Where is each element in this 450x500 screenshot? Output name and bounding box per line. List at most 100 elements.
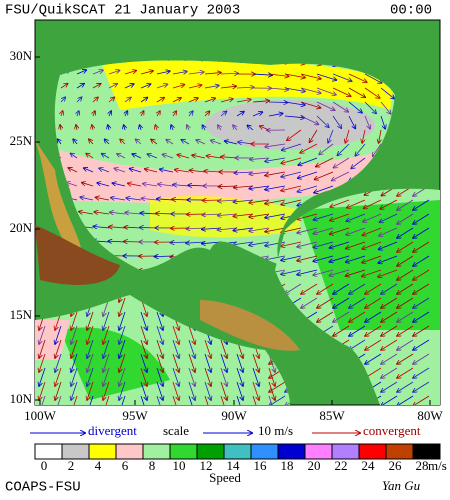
- color-swatch: [115, 443, 144, 460]
- wind-vector: [173, 185, 190, 186]
- wind-vector: [381, 339, 398, 350]
- wind-vector: [269, 381, 286, 392]
- wind-vector: [381, 353, 398, 364]
- wind-vector: [117, 154, 126, 159]
- speed-tick: 6: [122, 458, 129, 473]
- speed-tick: 14: [227, 458, 241, 473]
- wind-vector: [252, 367, 259, 386]
- lon-label: 100W: [24, 408, 57, 423]
- wind-vector: [378, 269, 398, 277]
- wind-vector: [381, 325, 398, 336]
- wind-vector: [249, 172, 270, 174]
- wind-vector: [249, 199, 270, 203]
- wind-vector: [297, 241, 318, 247]
- wind-vector: [298, 171, 318, 178]
- lon-label: 85W: [319, 408, 345, 423]
- credit: COAPS-FSU: [5, 480, 81, 496]
- wind-vector: [140, 395, 148, 405]
- wind-vector: [39, 367, 46, 386]
- wind-vector: [397, 395, 414, 405]
- wind-vector: [349, 325, 366, 336]
- speed-tick: 8: [149, 458, 156, 473]
- wind-vector: [89, 139, 94, 145]
- wind-vector: [76, 125, 77, 131]
- wind-vector: [39, 339, 46, 358]
- wind-vector: [309, 129, 318, 142]
- wind-vector: [204, 111, 210, 117]
- wind-vector: [365, 353, 382, 364]
- speed-tick: 16: [254, 458, 268, 473]
- wind-vector: [96, 197, 110, 200]
- wind-vector: [349, 297, 366, 308]
- wind-vector: [103, 381, 110, 400]
- wind-vector: [364, 101, 376, 113]
- wind-vector: [249, 227, 270, 231]
- color-swatch: [277, 443, 306, 460]
- wind-vector: [380, 87, 394, 99]
- wind-vector: [156, 213, 174, 214]
- wind-vector: [172, 339, 179, 358]
- wind-vector: [365, 339, 382, 350]
- wind-vector: [143, 184, 158, 186]
- speed-tick: 12: [200, 458, 213, 473]
- wind-vector: [147, 154, 158, 159]
- wind-vector: [160, 169, 174, 172]
- wind-vector: [220, 111, 227, 117]
- wind-vector: [319, 143, 334, 154]
- wind-vector: [204, 73, 221, 74]
- wind-vector: [380, 115, 385, 129]
- wind-vector: [297, 185, 318, 192]
- wind-vector: [220, 367, 227, 386]
- wind-vector: [413, 297, 430, 308]
- wind-vector: [315, 171, 334, 179]
- wind-vector: [236, 395, 244, 405]
- wind-vector: [252, 74, 272, 75]
- wind-vector: [71, 153, 78, 159]
- wind-vector: [188, 98, 198, 103]
- wind-vector: [413, 213, 430, 224]
- lon-label: 80W: [417, 408, 443, 423]
- wind-vector: [218, 125, 221, 131]
- wind-vector: [362, 129, 366, 143]
- wind-vector: [39, 353, 46, 372]
- wind-vector: [188, 367, 195, 386]
- wind-vector: [204, 367, 211, 386]
- wind-vector: [76, 97, 82, 103]
- wind-vector: [102, 395, 110, 405]
- wind-vector: [108, 125, 109, 131]
- wind-vector: [381, 311, 398, 322]
- wind-vector: [362, 227, 382, 235]
- wind-vector: [316, 157, 334, 167]
- wind-vector: [381, 395, 398, 405]
- wind-vector: [287, 129, 302, 140]
- wind-vector: [284, 73, 305, 78]
- wind-vector: [39, 381, 46, 400]
- wind-vector: [92, 125, 93, 131]
- wind-vector: [332, 115, 341, 128]
- wind-vector: [268, 102, 287, 103]
- wind-vector: [346, 241, 366, 249]
- wind-vector: [140, 71, 153, 75]
- wind-vector: [202, 125, 205, 131]
- convergent-label: convergent: [363, 423, 421, 438]
- unit: m/s: [428, 458, 447, 473]
- wind-vector: [55, 353, 62, 372]
- wind-vector: [413, 283, 430, 294]
- wind-vector: [84, 168, 94, 173]
- wind-vector: [380, 199, 398, 209]
- wind-vector: [413, 339, 430, 350]
- author: Yan Gu: [382, 478, 421, 493]
- lat-label: 20N: [10, 220, 33, 235]
- wind-vector: [204, 381, 211, 400]
- wind-vector: [188, 325, 195, 344]
- wind-vector: [397, 213, 414, 224]
- wind-vector: [190, 170, 206, 172]
- wind-vector: [151, 139, 158, 145]
- wind-vector: [71, 325, 78, 344]
- wind-vector: [140, 213, 158, 214]
- wind-vector: [345, 129, 350, 143]
- wind-vector: [332, 87, 351, 96]
- wind-vector: [281, 199, 302, 205]
- wind-vector: [220, 86, 236, 88]
- wind-vector: [346, 213, 366, 221]
